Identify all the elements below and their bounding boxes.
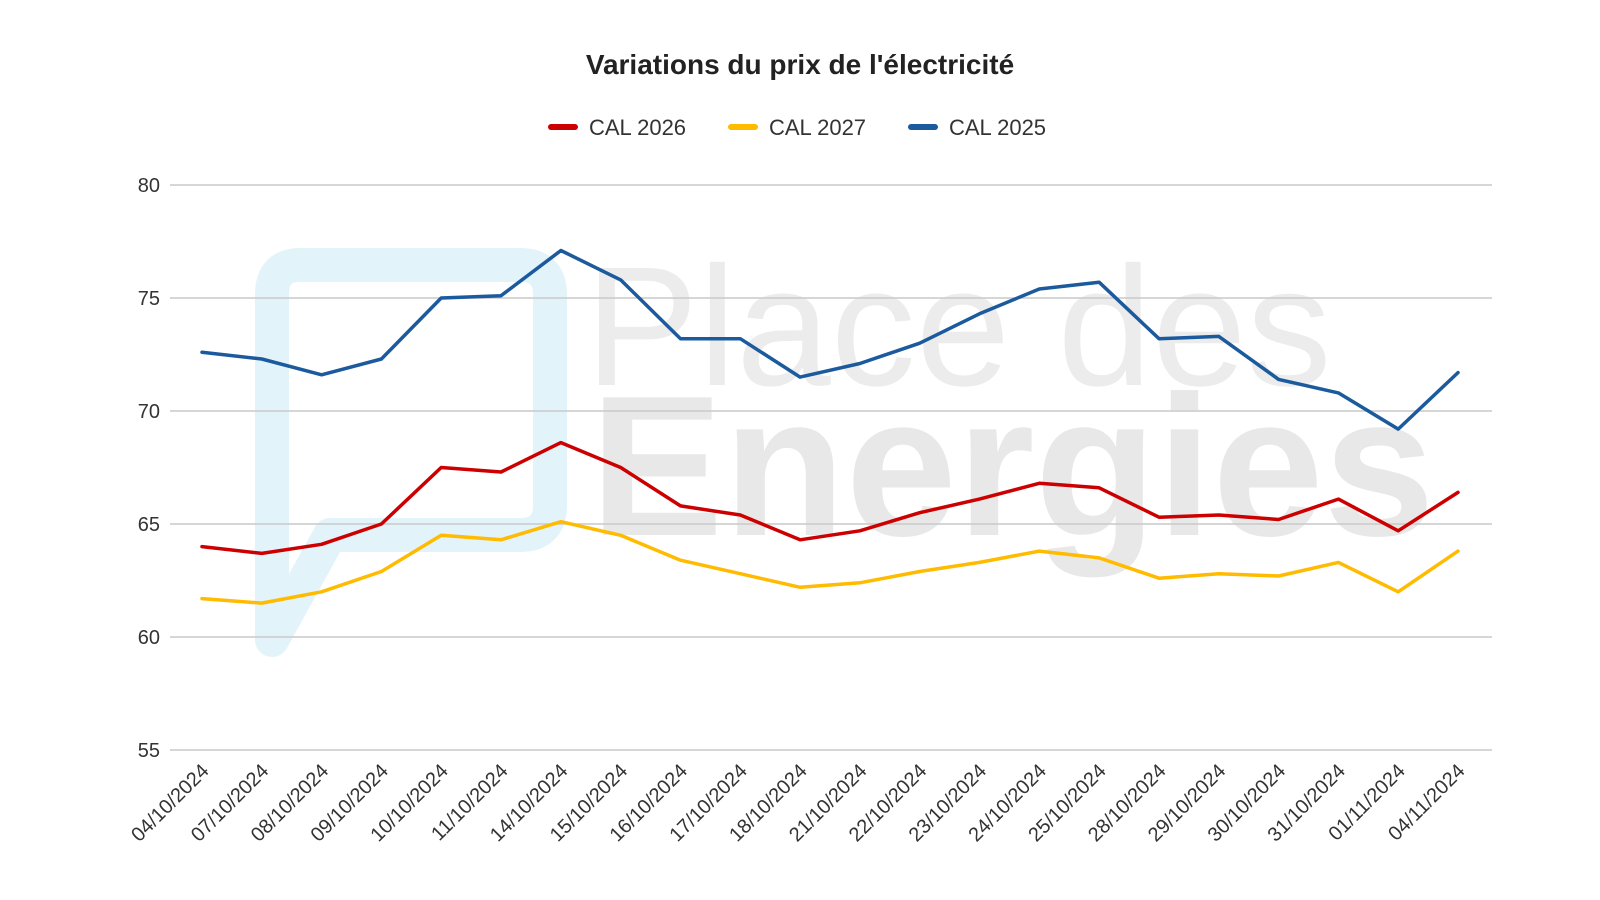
chart-title: Variations du prix de l'électricité <box>586 49 1014 80</box>
series-lines <box>200 248 1460 605</box>
legend-label: CAL 2026 <box>589 115 686 140</box>
series-line-cal-2025 <box>200 248 1460 431</box>
watermark-text-line1: Place des <box>585 232 1332 422</box>
x-axis-ticks: 04/10/202407/10/202408/10/202409/10/2024… <box>127 760 1469 846</box>
gridlines <box>170 184 1492 751</box>
legend-label: CAL 2027 <box>769 115 866 140</box>
series-line-cal-2027 <box>200 519 1460 605</box>
speech-bubble-logo-icon <box>255 248 567 657</box>
series-line-cal-2026 <box>200 440 1460 556</box>
watermark-text-line2: Energies <box>590 355 1435 578</box>
y-tick-label: 70 <box>138 401 160 423</box>
y-tick-label: 65 <box>138 514 160 536</box>
legend: CAL 2026 CAL 2027 CAL 2025 <box>548 115 1046 140</box>
logo-outline <box>255 248 567 657</box>
y-tick-label: 75 <box>138 288 160 310</box>
y-axis-ticks: 55 60 65 70 75 80 <box>138 175 160 762</box>
y-tick-label: 55 <box>138 740 160 762</box>
legend-label: CAL 2025 <box>949 115 1046 140</box>
y-tick-label: 80 <box>138 175 160 197</box>
y-tick-label: 60 <box>138 627 160 649</box>
